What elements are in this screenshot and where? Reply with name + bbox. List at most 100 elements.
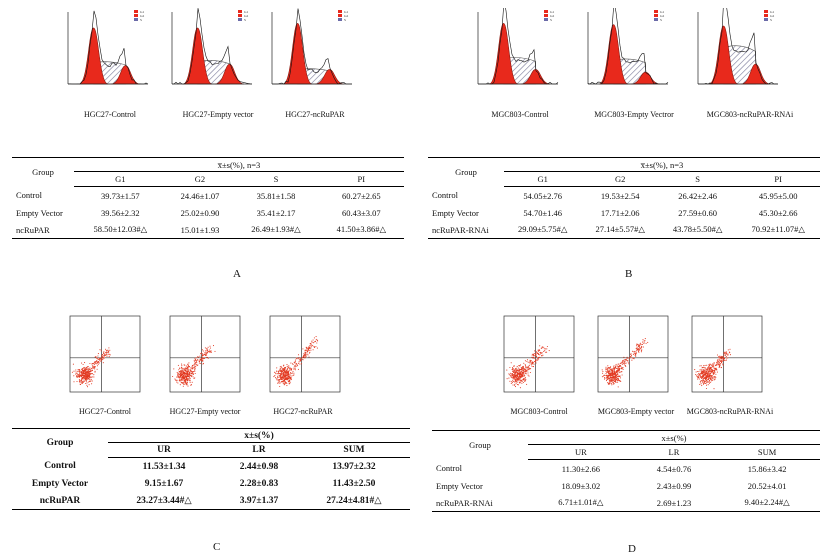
event-dot bbox=[280, 369, 282, 371]
event-dot bbox=[613, 370, 615, 372]
event-dot bbox=[185, 368, 187, 370]
legend-label: G2 bbox=[344, 14, 349, 18]
event-dot bbox=[274, 377, 277, 379]
event-dot bbox=[179, 375, 181, 377]
event-dot bbox=[701, 373, 703, 375]
event-dot bbox=[726, 357, 728, 359]
event-dot bbox=[612, 377, 615, 379]
event-dot bbox=[523, 368, 525, 370]
event-dot bbox=[306, 353, 308, 355]
event-dot bbox=[207, 352, 209, 354]
event-dot bbox=[616, 372, 618, 374]
event-dot bbox=[607, 381, 609, 384]
event-dot bbox=[178, 369, 180, 371]
column-header: SUM bbox=[714, 444, 820, 460]
event-dot bbox=[712, 366, 714, 368]
event-dot bbox=[512, 373, 514, 375]
apoptosis-scatter-plot bbox=[503, 315, 575, 393]
event-dot bbox=[633, 358, 635, 360]
event-dot bbox=[620, 380, 622, 383]
event-dot bbox=[609, 371, 611, 373]
event-dot bbox=[608, 375, 610, 377]
event-dot bbox=[701, 380, 704, 382]
event-dot bbox=[640, 346, 642, 349]
event-dot bbox=[696, 376, 698, 378]
event-dot bbox=[83, 375, 86, 377]
event-dot bbox=[288, 373, 290, 375]
event-dot bbox=[87, 368, 89, 370]
event-dot bbox=[91, 363, 93, 365]
figure-caption: HGC27-ncRuPAR bbox=[285, 110, 345, 119]
event-dot bbox=[283, 368, 285, 370]
event-dot bbox=[532, 366, 535, 368]
cell-cycle-table-hgc27: Group x̅±s(%), n=3 G1 G2 S PI Control 39… bbox=[12, 157, 404, 239]
event-dot bbox=[715, 362, 718, 364]
event-dot bbox=[513, 380, 515, 383]
event-dot bbox=[608, 367, 610, 370]
event-dot bbox=[610, 381, 612, 383]
event-dot bbox=[187, 364, 189, 366]
event-dot bbox=[103, 357, 105, 359]
event-dot bbox=[512, 377, 514, 379]
event-dot bbox=[299, 363, 301, 365]
event-dot bbox=[280, 368, 282, 370]
event-dot bbox=[521, 369, 523, 371]
event-dot bbox=[709, 364, 711, 366]
event-dot bbox=[204, 354, 206, 356]
event-dot bbox=[716, 369, 718, 371]
event-dot bbox=[617, 365, 619, 367]
table-cell: 35.41±2.17 bbox=[256, 207, 296, 218]
event-dot bbox=[285, 377, 287, 379]
table-row: Empty Vector 9.15±1.67 2.28±0.83 11.43±2… bbox=[12, 475, 410, 492]
event-dot bbox=[540, 353, 542, 355]
event-dot bbox=[720, 367, 722, 369]
table-cell: 26.49±1.93#△ bbox=[233, 221, 319, 239]
event-dot bbox=[184, 379, 186, 381]
plot-frame bbox=[597, 315, 669, 393]
event-dot bbox=[275, 378, 277, 380]
table-cell: 27.14±5.57#△ bbox=[581, 221, 659, 239]
event-dot bbox=[615, 381, 617, 383]
event-dot bbox=[80, 375, 82, 377]
column-header: S bbox=[658, 171, 737, 187]
table-row: Control 39.73±1.57 24.46±1.07 35.81±1.58… bbox=[12, 187, 404, 205]
event-dot bbox=[308, 356, 310, 358]
event-dot bbox=[521, 374, 523, 377]
g2-peak bbox=[741, 63, 771, 85]
event-dot bbox=[726, 353, 728, 355]
event-dot bbox=[636, 348, 638, 350]
event-dot bbox=[710, 367, 712, 369]
event-dot bbox=[292, 370, 294, 372]
event-dot bbox=[529, 371, 531, 374]
event-dot bbox=[697, 374, 699, 376]
event-dot bbox=[187, 367, 189, 369]
event-dot bbox=[631, 357, 633, 359]
event-dot bbox=[305, 349, 307, 351]
event-dot bbox=[84, 377, 86, 379]
event-dot bbox=[516, 366, 518, 368]
table-cell: 13.97±2.32 bbox=[332, 461, 376, 472]
event-dot bbox=[614, 372, 616, 374]
event-dot bbox=[179, 367, 181, 369]
event-dot bbox=[278, 379, 280, 381]
event-dot bbox=[708, 369, 710, 372]
table-cell: 4.54±0.76 bbox=[656, 463, 692, 474]
event-dot bbox=[101, 357, 103, 359]
event-dot bbox=[87, 376, 89, 378]
event-dot bbox=[94, 365, 96, 368]
event-dot bbox=[81, 362, 83, 364]
event-dot bbox=[282, 372, 284, 374]
event-dot bbox=[614, 375, 616, 377]
event-dot bbox=[535, 362, 537, 364]
event-dot bbox=[527, 374, 529, 376]
event-dot bbox=[707, 367, 709, 369]
event-dot bbox=[280, 365, 282, 367]
event-dot bbox=[708, 382, 711, 384]
event-dot bbox=[622, 359, 624, 361]
table-cell: 19.53±2.54 bbox=[600, 190, 640, 201]
event-dot bbox=[704, 376, 706, 378]
event-dot bbox=[729, 348, 731, 350]
span-header: x±s(%) bbox=[528, 430, 820, 445]
event-dot bbox=[185, 376, 187, 379]
